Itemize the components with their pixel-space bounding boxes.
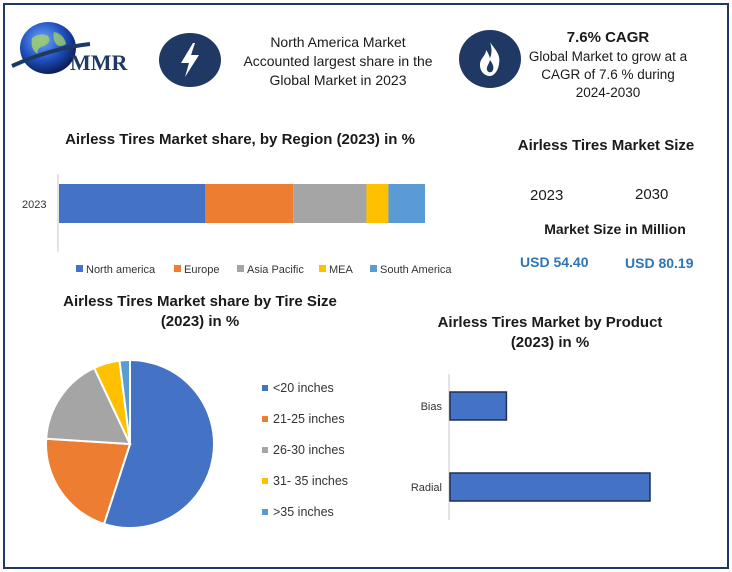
legend-label-europe: Europe — [184, 264, 219, 276]
market-size-value-2023: USD 54.40 — [520, 254, 589, 270]
pie-slice-21-25-inches — [45, 437, 132, 526]
market-size-title: Airless Tires Market Size — [517, 137, 695, 154]
legend-swatch-north-america — [76, 265, 83, 272]
region-bar-north-america — [59, 184, 206, 223]
legend-swatch-south-america — [370, 265, 377, 272]
legend-swatch-asia-pacific — [237, 265, 244, 272]
legend-label-south-america: South America — [380, 264, 452, 276]
pie-slice-20-inches — [102, 358, 215, 529]
region-chart-title: Airless Tires Market share, by Region (2… — [65, 131, 415, 148]
market-size-subtitle: Market Size in Million — [544, 221, 686, 237]
flame-icon — [459, 30, 521, 88]
product-bar-bias — [449, 391, 508, 421]
pie-legend-swatch-26-30-inches — [262, 447, 268, 453]
market-size-year-2023: 2023 — [530, 187, 564, 204]
logo: MMR — [10, 14, 150, 80]
pie-legend-label-35-inches: >35 inches — [273, 505, 334, 519]
cagr-title: 7.6% CAGR — [566, 29, 650, 46]
product-bar-radial — [449, 472, 651, 502]
product-label-radial: Radial — [411, 482, 442, 494]
region-bar-mea — [366, 184, 389, 223]
legend-swatch-europe — [174, 265, 181, 272]
pie-legend-label-20-inches: <20 inches — [273, 381, 334, 395]
pie-legend-swatch-21-25-inches — [262, 416, 268, 422]
market-size-value-2030: USD 80.19 — [625, 255, 694, 271]
pie-legend-label-21-25-inches: 21-25 inches — [273, 412, 345, 426]
pie-slice-35-inches — [118, 358, 131, 445]
cagr-note: Global Market to grow at a CAGR of 7.6 %… — [528, 49, 688, 100]
lightning-icon — [159, 33, 221, 87]
legend-label-asia-pacific: Asia Pacific — [247, 264, 304, 276]
market-size-year-2030: 2030 — [635, 186, 669, 203]
pie-legend-label-31-35-inches: 31- 35 inches — [273, 474, 348, 488]
pie-legend-swatch-31-35-inches — [262, 478, 268, 484]
pie-legend-swatch-35-inches — [262, 509, 268, 515]
region-chart: 2023 North america Europe Asia Pacific MEA S… — [22, 174, 452, 276]
tire-size-chart: <20 inches 21-25 inches 26-30 inches 31- 35… — [45, 358, 348, 529]
legend-label-mea: MEA — [329, 264, 354, 276]
region-bar-europe — [205, 184, 294, 223]
legend-label-north-america: North america — [86, 264, 156, 276]
pie-legend-swatch-20-inches — [262, 385, 268, 391]
product-chart-title: Airless Tires Market by Product (2023) i… — [437, 314, 663, 351]
tire-size-chart-title: Airless Tires Market share by Tire Size … — [63, 293, 337, 330]
product-label-bias: Bias — [421, 401, 443, 413]
region-year-label: 2023 — [22, 199, 46, 211]
region-bar-asia-pacific — [293, 184, 367, 223]
logo-text: MMR — [70, 50, 129, 75]
region-bar-south-america — [388, 184, 425, 223]
product-chart: Bias Radial — [411, 374, 651, 520]
globe-icon: MMR — [11, 22, 129, 75]
legend-swatch-mea — [319, 265, 326, 272]
north-america-note: North America Market Accounted largest s… — [243, 34, 433, 88]
pie-legend-label-26-30-inches: 26-30 inches — [273, 443, 345, 457]
pie-slice-26-30-inches — [45, 366, 132, 446]
